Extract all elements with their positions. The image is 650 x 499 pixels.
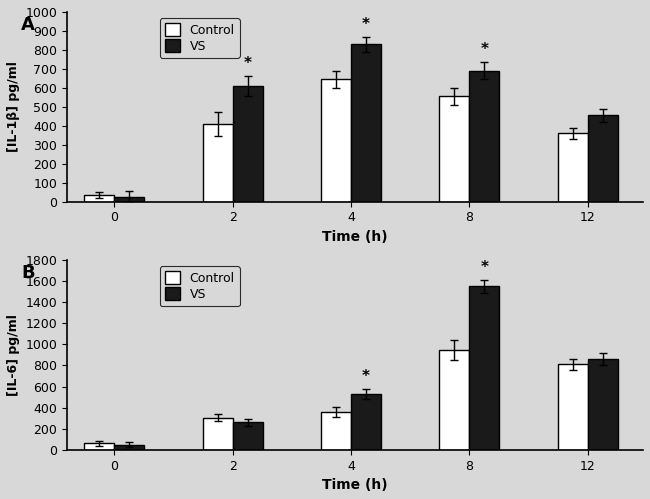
Legend: Control, VS: Control, VS — [160, 18, 240, 58]
Text: B: B — [21, 264, 34, 282]
Bar — [558, 364, 588, 450]
Text: *: * — [362, 17, 370, 32]
Bar — [84, 195, 114, 202]
Text: *: * — [244, 56, 252, 71]
Bar — [439, 350, 469, 450]
Y-axis label: [IL-6] pg/ml: [IL-6] pg/ml — [7, 314, 20, 396]
Bar — [321, 412, 351, 450]
Text: *: * — [480, 260, 488, 275]
Bar — [233, 422, 263, 450]
Bar — [588, 115, 618, 202]
Text: *: * — [362, 369, 370, 384]
Bar — [439, 96, 469, 202]
Bar — [114, 197, 144, 202]
Bar — [233, 86, 263, 202]
Text: A: A — [21, 16, 35, 34]
X-axis label: Time (h): Time (h) — [322, 478, 388, 492]
Bar — [84, 444, 114, 450]
Bar — [114, 445, 144, 450]
Bar — [351, 44, 381, 202]
Bar — [203, 124, 233, 202]
Text: *: * — [480, 42, 488, 57]
Bar — [351, 394, 381, 450]
Bar — [321, 79, 351, 202]
Bar — [203, 418, 233, 450]
X-axis label: Time (h): Time (h) — [322, 230, 388, 244]
Y-axis label: [IL-1β] pg/ml: [IL-1β] pg/ml — [7, 61, 20, 152]
Legend: Control, VS: Control, VS — [160, 266, 240, 306]
Bar — [558, 133, 588, 202]
Bar — [469, 71, 499, 202]
Bar — [469, 286, 499, 450]
Bar — [588, 359, 618, 450]
